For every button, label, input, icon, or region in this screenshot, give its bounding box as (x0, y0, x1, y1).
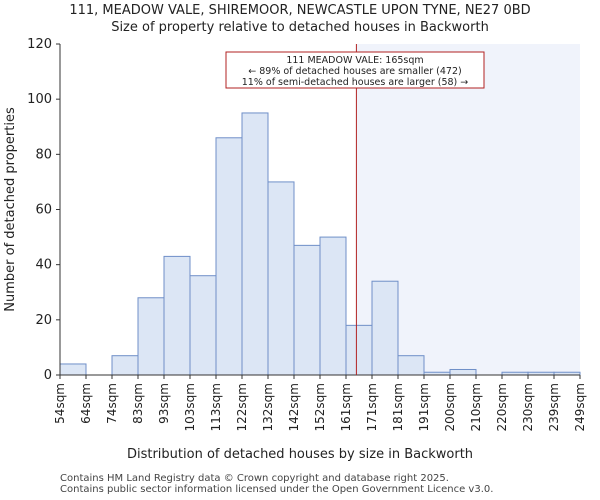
x-tick-label: 230sqm (521, 383, 535, 431)
y-tick-label: 120 (27, 37, 52, 52)
y-tick-label: 100 (27, 92, 52, 107)
x-tick-label: 142sqm (287, 383, 301, 431)
chart-subtitle: Size of property relative to detached ho… (111, 20, 489, 35)
x-tick-label: 132sqm (261, 383, 275, 431)
x-tick-label: 171sqm (365, 383, 379, 431)
y-tick-label: 20 (35, 313, 52, 328)
x-tick-label: 103sqm (183, 383, 197, 431)
bar (59, 363, 87, 376)
y-tick-label: 60 (35, 203, 52, 218)
x-tick-label: 83sqm (131, 383, 145, 424)
x-axis-label: Distribution of detached houses by size … (127, 447, 473, 462)
bar (241, 112, 269, 376)
x-tick-label: 74sqm (105, 383, 119, 424)
y-axis-label: Number of detached properties (3, 107, 18, 312)
x-tick-label: 210sqm (469, 383, 483, 431)
x-tick-label: 181sqm (391, 383, 405, 431)
bar (111, 355, 139, 376)
x-tick-label: 54sqm (53, 383, 67, 424)
bar (293, 244, 321, 376)
bar (189, 275, 217, 376)
x-tick-label: 191sqm (417, 383, 431, 431)
bar (319, 236, 347, 376)
x-tick-label: 239sqm (547, 383, 561, 431)
x-tick-label: 220sqm (495, 383, 509, 431)
bar (345, 324, 373, 376)
x-tick-label: 122sqm (235, 383, 249, 431)
x-tick-label: 152sqm (313, 383, 327, 431)
bar (397, 355, 425, 376)
chart-title: 111, MEADOW VALE, SHIREMOOR, NEWCASTLE U… (69, 3, 531, 18)
bar (163, 255, 191, 376)
x-tick-label: 93sqm (157, 383, 171, 424)
x-tick-label: 161sqm (339, 383, 353, 431)
x-tick-label: 249sqm (573, 383, 587, 431)
x-tick-label: 113sqm (209, 383, 223, 431)
annotation-line: 111 MEADOW VALE: 165sqm (286, 55, 423, 66)
x-tick-label: 64sqm (79, 383, 93, 424)
bar (215, 137, 243, 376)
bar (449, 368, 477, 376)
y-tick-label: 0 (44, 368, 52, 383)
bar (137, 297, 165, 376)
annotation-box (225, 51, 485, 89)
bar (267, 181, 295, 376)
y-tick-label: 80 (35, 147, 52, 162)
annotation-line: ← 89% of detached houses are smaller (47… (248, 66, 461, 77)
annotation-line: 11% of semi-detached houses are larger (… (242, 77, 469, 88)
y-tick-label: 40 (35, 258, 52, 273)
x-tick-label: 200sqm (443, 383, 457, 431)
footer-line-1: Contains HM Land Registry data © Crown c… (60, 473, 449, 484)
bar (371, 280, 399, 376)
footer-line-2: Contains public sector information licen… (60, 484, 494, 495)
